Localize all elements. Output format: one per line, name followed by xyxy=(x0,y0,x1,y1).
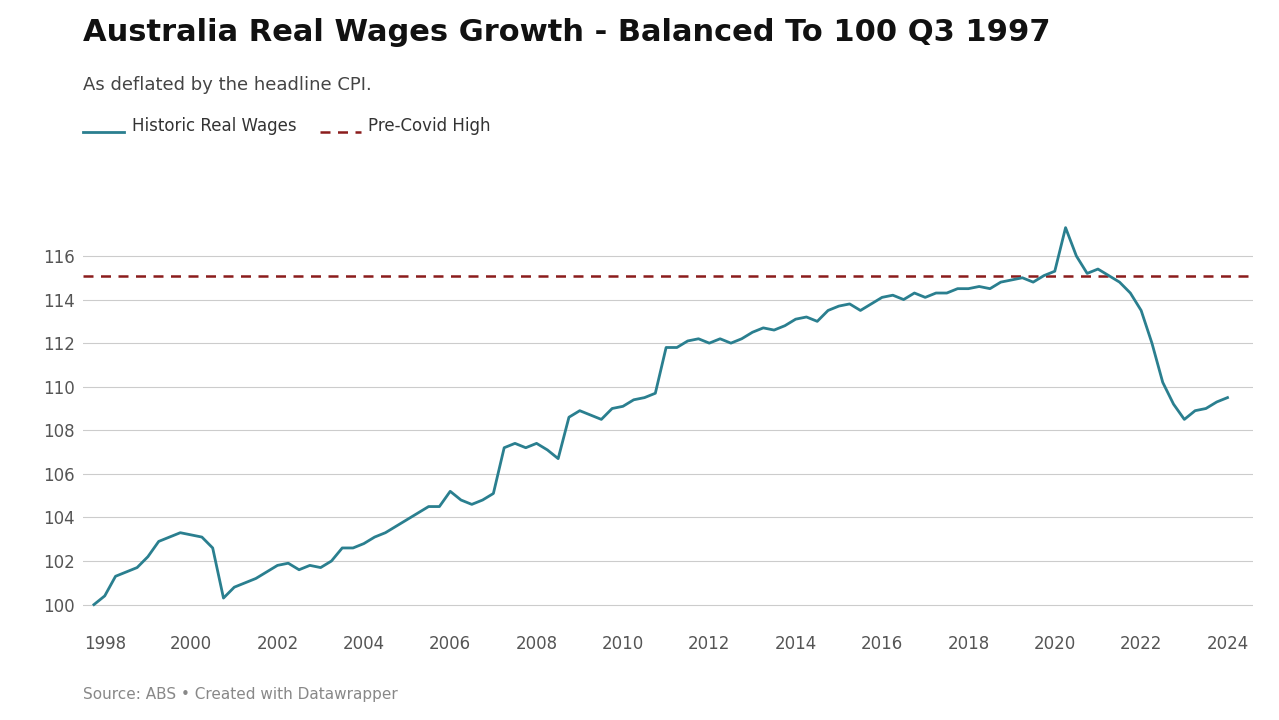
Text: Source: ABS • Created with Datawrapper: Source: ABS • Created with Datawrapper xyxy=(83,687,398,702)
Text: Australia Real Wages Growth - Balanced To 100 Q3 1997: Australia Real Wages Growth - Balanced T… xyxy=(83,18,1050,47)
Text: As deflated by the headline CPI.: As deflated by the headline CPI. xyxy=(83,76,372,94)
Text: Historic Real Wages: Historic Real Wages xyxy=(132,117,297,135)
Text: Pre-Covid High: Pre-Covid High xyxy=(368,117,491,135)
